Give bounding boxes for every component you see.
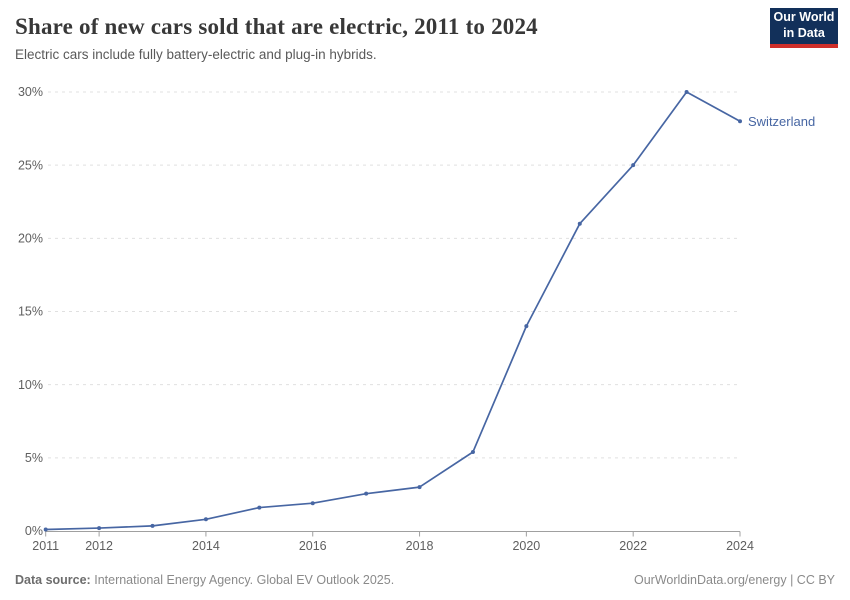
x-axis-tick-label: 2020	[512, 539, 540, 553]
y-axis-tick-label: 20%	[18, 232, 43, 246]
series-end-label[interactable]: Switzerland	[748, 114, 815, 129]
data-point[interactable]	[577, 221, 582, 226]
chart-footer: Data source: International Energy Agency…	[15, 573, 835, 587]
owid-logo-line2: in Data	[783, 26, 825, 40]
x-axis-tick-label: 2012	[85, 539, 113, 553]
data-point[interactable]	[203, 517, 208, 522]
y-axis-tick-label: 25%	[18, 158, 43, 172]
data-point[interactable]	[43, 527, 48, 532]
data-point[interactable]	[684, 90, 689, 94]
x-axis-tick-label: 2022	[619, 539, 647, 553]
data-point[interactable]	[631, 163, 636, 168]
data-source-label: Data source:	[15, 573, 91, 587]
chart-subtitle: Electric cars include fully battery-elec…	[15, 47, 377, 62]
data-point[interactable]	[97, 526, 102, 531]
data-point[interactable]	[524, 324, 529, 329]
data-point[interactable]	[150, 523, 155, 528]
x-axis-tick-label: 2014	[192, 539, 220, 553]
x-axis-tick-label: 2018	[406, 539, 434, 553]
data-point[interactable]	[470, 449, 475, 454]
footer-credit-link[interactable]: OurWorldinData.org/energy | CC BY	[633, 573, 835, 587]
owid-logo-line1: Our World	[773, 10, 835, 25]
y-axis-tick-label: 10%	[18, 378, 43, 392]
y-axis-tick-label: 0%	[25, 524, 43, 538]
data-source: Data source: International Energy Agency…	[15, 573, 394, 587]
y-axis-tick-label: 15%	[18, 305, 43, 319]
data-point[interactable]	[417, 485, 422, 490]
line-chart-svg[interactable]: 0% 5% 10% 15% 20% 25% 30% 2011 2012 2014 2016 2018 2…	[0, 78, 850, 560]
y-axis-tick-label: 30%	[18, 85, 43, 99]
line-chart[interactable]: 0% 5% 10% 15% 20% 25% 30% 2011 2012 2014 2016 2018 2…	[0, 78, 850, 560]
data-point[interactable]	[364, 491, 369, 496]
y-axis-tick-label: 5%	[25, 451, 43, 465]
series-line[interactable]	[44, 91, 741, 531]
data-source-text: International Energy Agency. Global EV O…	[94, 573, 395, 587]
page-title: Share of new cars sold that are electric…	[15, 14, 538, 39]
owid-logo[interactable]: Our World in Data	[770, 8, 838, 48]
data-point[interactable]	[257, 505, 262, 510]
data-point[interactable]	[738, 119, 742, 124]
data-point[interactable]	[310, 501, 315, 506]
x-axis-tick-label: 2024	[726, 539, 754, 553]
x-axis-tick-label: 2016	[299, 539, 327, 553]
x-axis-tick-label: 2011	[32, 539, 59, 553]
